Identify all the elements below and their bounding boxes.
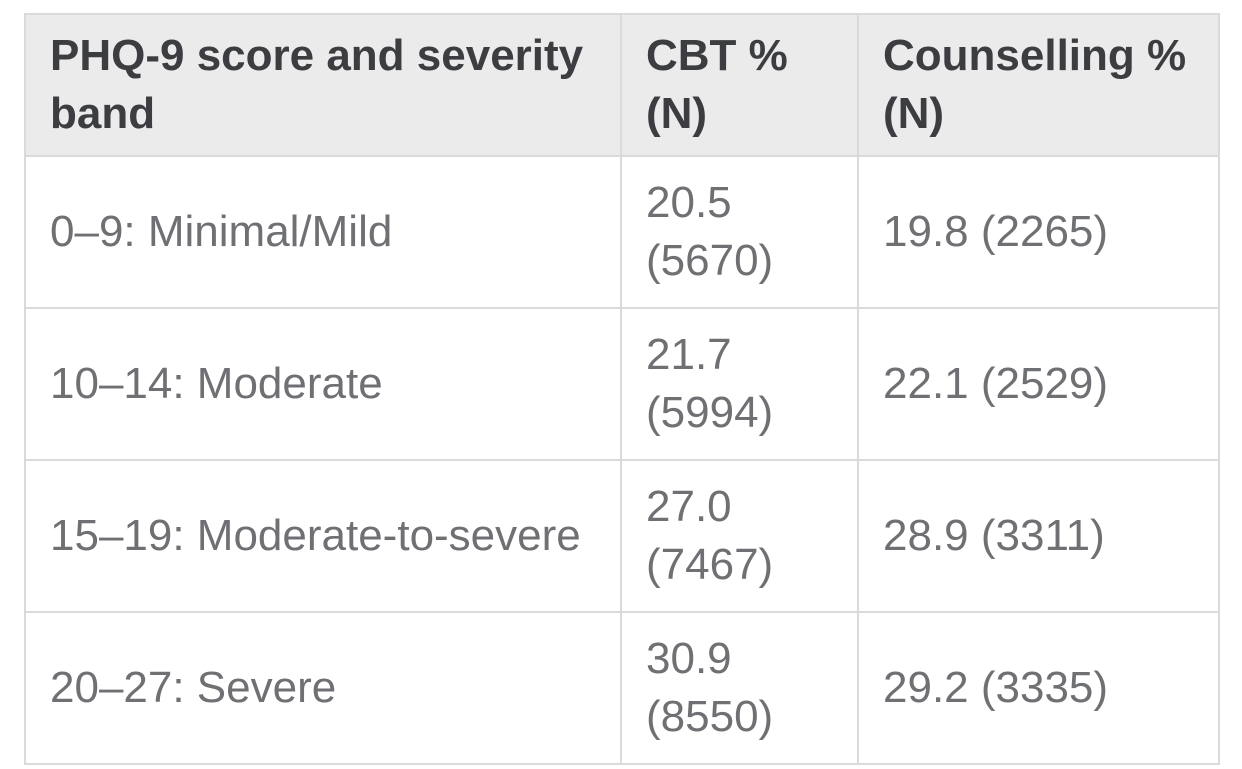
counselling-cell: 29.2 (3335): [857, 611, 1220, 766]
column-header-counselling: Counselling % (N): [857, 12, 1220, 158]
band-cell: 15–19: Moderate-to-severe: [24, 459, 622, 614]
table-row: 15–19: Moderate-to-severe 27.0 (7467) 28…: [24, 459, 1220, 614]
table-body: 0–9: Minimal/Mild 20.5 (5670) 19.8 (2265…: [24, 155, 1220, 766]
column-header-cbt: CBT % (N): [620, 12, 859, 158]
cbt-cell: 20.5 (5670): [620, 155, 859, 310]
counselling-cell: 28.9 (3311): [857, 459, 1220, 614]
table-row: 10–14: Moderate 21.7 (5994) 22.1 (2529): [24, 307, 1220, 462]
cbt-cell: 30.9 (8550): [620, 611, 859, 766]
band-cell: 0–9: Minimal/Mild: [24, 155, 622, 310]
counselling-cell: 19.8 (2265): [857, 155, 1220, 310]
cbt-cell: 21.7 (5994): [620, 307, 859, 462]
header-row: PHQ-9 score and severity band CBT % (N) …: [24, 12, 1220, 158]
table-row: 0–9: Minimal/Mild 20.5 (5670) 19.8 (2265…: [24, 155, 1220, 310]
column-header-band: PHQ-9 score and severity band: [24, 12, 622, 158]
band-cell: 10–14: Moderate: [24, 307, 622, 462]
counselling-cell: 22.1 (2529): [857, 307, 1220, 462]
band-cell: 20–27: Severe: [24, 611, 622, 766]
table-header: PHQ-9 score and severity band CBT % (N) …: [24, 12, 1220, 158]
table-row: 20–27: Severe 30.9 (8550) 29.2 (3335): [24, 611, 1220, 766]
phq9-treatment-table: PHQ-9 score and severity band CBT % (N) …: [24, 12, 1220, 766]
cbt-cell: 27.0 (7467): [620, 459, 859, 614]
